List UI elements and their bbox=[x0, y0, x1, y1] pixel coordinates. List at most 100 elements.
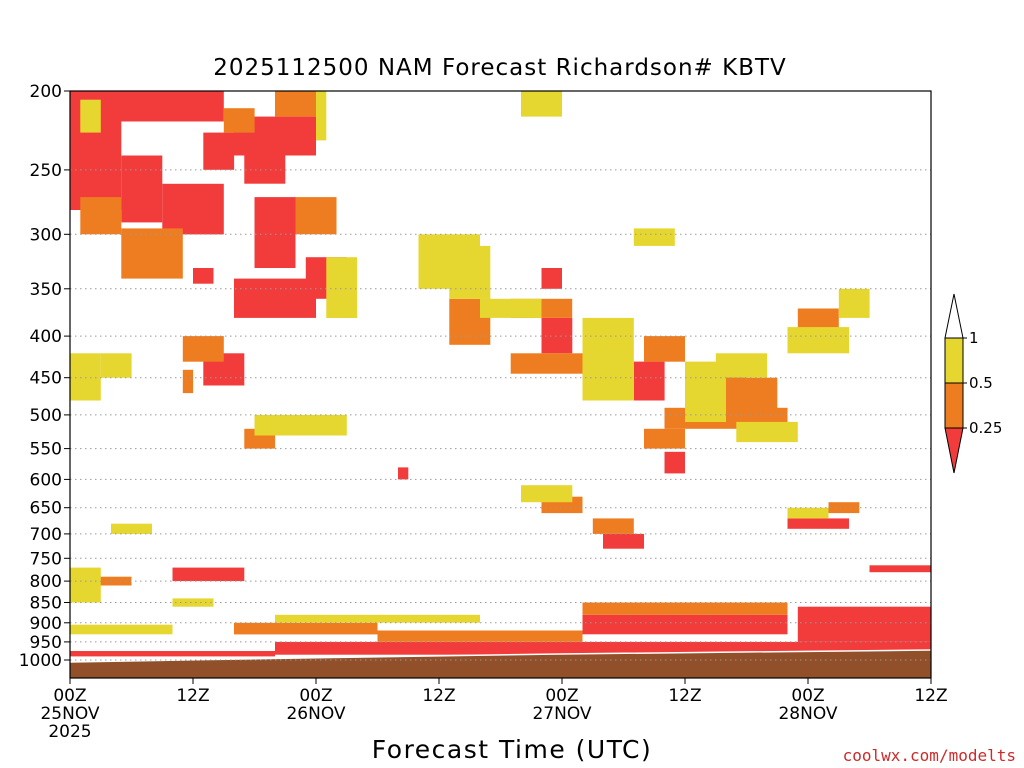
y-tick-label: 300 bbox=[30, 225, 62, 245]
heatmap-cell-lt_0_25 bbox=[633, 361, 665, 401]
heatmap-cell-lt_0_25 bbox=[664, 451, 685, 474]
heatmap-cell-0_25_to_0_5 bbox=[234, 622, 378, 635]
y-axis-ticks: 200 250 300 350 400 450 500 550 600 650 700 750 8008… bbox=[19, 82, 70, 671]
y-tick-label: 950 bbox=[30, 633, 62, 653]
heatmap-cell-lt_0_25 bbox=[70, 121, 122, 210]
heatmap-cell-0_5_to_1 bbox=[480, 298, 542, 318]
x-axis-label: Forecast Time (UTC) bbox=[372, 735, 652, 764]
heatmap-cell-0_25_to_0_5 bbox=[592, 518, 634, 534]
heatmap-cell-0_25_to_0_5 bbox=[644, 428, 685, 449]
heatmap-cell-0_5_to_1 bbox=[838, 288, 870, 318]
heatmap-cell-0_25_to_0_5 bbox=[510, 353, 583, 374]
heatmap-cell-0_5_to_1 bbox=[254, 414, 347, 436]
colorbar-label: 1 bbox=[969, 329, 979, 347]
y-tick-label: 750 bbox=[30, 549, 62, 569]
heatmap-cell-lt_0_25 bbox=[603, 533, 644, 549]
heatmap-cell-lt_0_25 bbox=[70, 651, 275, 657]
heatmap-cell-0_5_to_1 bbox=[633, 228, 675, 246]
colorbar-label: 0.5 bbox=[969, 374, 993, 392]
heatmap-cell-0_25_to_0_5 bbox=[828, 502, 860, 514]
chart-title: 2025112500 NAM Forecast Richardson# KBTV bbox=[213, 55, 787, 81]
x-tick-label: 26NOV bbox=[286, 704, 345, 724]
y-tick-label: 200 bbox=[30, 82, 62, 102]
heatmap-cell-lt_0_25 bbox=[582, 614, 788, 635]
heatmap-cell-0_5_to_1 bbox=[736, 421, 798, 443]
heatmap-cell-0_25_to_0_5 bbox=[582, 602, 788, 615]
heatmap-cell-0_5_to_1 bbox=[80, 99, 101, 133]
y-tick-label: 1000 bbox=[19, 651, 62, 671]
colorbar-top-arrow bbox=[944, 293, 964, 339]
heatmap-cell-lt_0_25 bbox=[541, 317, 573, 354]
x-tick-label: 28NOV bbox=[778, 704, 837, 724]
heatmap-cell-lt_0_25 bbox=[203, 132, 235, 170]
heatmap-cell-lt_0_25 bbox=[869, 565, 931, 573]
colorbar-bottom-arrow bbox=[944, 427, 964, 474]
x-tick-label: 00Z bbox=[791, 686, 824, 706]
heatmap-cell-lt_0_25 bbox=[254, 197, 296, 268]
heatmap-cell-0_5_to_1 bbox=[70, 567, 101, 603]
x-tick-label: 25NOV bbox=[40, 704, 99, 724]
heatmap-cell-0_5_to_1 bbox=[715, 353, 768, 378]
y-tick-label: 500 bbox=[30, 406, 62, 426]
ground-surface bbox=[70, 650, 931, 678]
y-tick-label: 400 bbox=[30, 327, 62, 347]
y-tick-label: 650 bbox=[30, 499, 62, 519]
y-tick-label: 700 bbox=[30, 525, 62, 545]
heatmap-cell-0_25_to_0_5 bbox=[182, 336, 224, 362]
heatmap-cell-lt_0_25 bbox=[797, 606, 932, 642]
heatmap-cell-0_5_to_1 bbox=[521, 91, 562, 117]
heatmap-cell-lt_0_25 bbox=[121, 155, 163, 223]
heatmap-cell-0_5_to_1 bbox=[582, 317, 634, 401]
heatmap-cell-0_5_to_1 bbox=[787, 507, 829, 519]
heatmap-cell-0_5_to_1 bbox=[70, 624, 173, 635]
heatmap-cell-0_5_to_1 bbox=[316, 91, 327, 141]
heatmap-cells bbox=[70, 91, 932, 657]
heatmap-cell-0_25_to_0_5 bbox=[275, 91, 316, 117]
heatmap-cell-0_5_to_1 bbox=[787, 327, 849, 354]
colorbar-segment-0-25-to-0-5 bbox=[944, 382, 964, 429]
heatmap-cell-0_5_to_1 bbox=[521, 485, 573, 503]
x-tick-label: 00Z bbox=[299, 686, 332, 706]
y-tick-label: 850 bbox=[30, 594, 62, 614]
x-tick-label: 2025 bbox=[48, 722, 91, 742]
grid-lines bbox=[70, 169, 931, 661]
y-tick-label: 350 bbox=[30, 280, 62, 300]
y-tick-label: 550 bbox=[30, 440, 62, 460]
heatmap-cell-0_5_to_1 bbox=[172, 598, 214, 607]
colorbar-legend: 1 0.5 0.25 bbox=[944, 293, 1002, 474]
heatmap-cell-0_25_to_0_5 bbox=[80, 197, 122, 235]
x-tick-label: 12Z bbox=[176, 686, 209, 706]
y-tick-label: 450 bbox=[30, 369, 62, 389]
y-tick-label: 250 bbox=[30, 161, 62, 181]
colorbar-segment-0-5-to-1 bbox=[944, 337, 964, 384]
y-tick-label: 600 bbox=[30, 470, 62, 490]
y-tick-label: 900 bbox=[30, 614, 62, 634]
plot-frame bbox=[69, 90, 932, 679]
heatmap-cell-lt_0_25 bbox=[193, 268, 214, 284]
x-tick-label: 12Z bbox=[914, 686, 947, 706]
x-tick-label: 12Z bbox=[422, 686, 455, 706]
heatmap-cell-lt_0_25 bbox=[234, 278, 316, 318]
credit-text: coolwx.com/modelts bbox=[843, 746, 1016, 765]
heatmap-cell-lt_0_25 bbox=[162, 183, 224, 235]
x-tick-label: 27NOV bbox=[532, 704, 591, 724]
heatmap-cell-lt_0_25 bbox=[172, 567, 245, 582]
heatmap-cell-lt_0_25 bbox=[787, 518, 849, 529]
heatmap-cell-lt_0_25 bbox=[398, 467, 409, 480]
x-tick-label: 00Z bbox=[53, 686, 86, 706]
heatmap-cell-0_5_to_1 bbox=[70, 353, 101, 401]
heatmap-cell-0_25_to_0_5 bbox=[377, 630, 583, 642]
heatmap-cell-0_5_to_1 bbox=[449, 245, 491, 299]
heatmap-cell-0_25_to_0_5 bbox=[644, 336, 685, 362]
y-tick-label: 800 bbox=[30, 572, 62, 592]
heatmap-cell-0_25_to_0_5 bbox=[182, 369, 194, 394]
heatmap-cell-0_25_to_0_5 bbox=[295, 197, 337, 235]
heatmap-cell-0_25_to_0_5 bbox=[223, 108, 255, 133]
x-tick-label: 12Z bbox=[668, 686, 701, 706]
heatmap-cell-0_5_to_1 bbox=[111, 523, 152, 534]
x-tick-label: 00Z bbox=[545, 686, 578, 706]
heatmap-cell-lt_0_25 bbox=[541, 268, 562, 289]
